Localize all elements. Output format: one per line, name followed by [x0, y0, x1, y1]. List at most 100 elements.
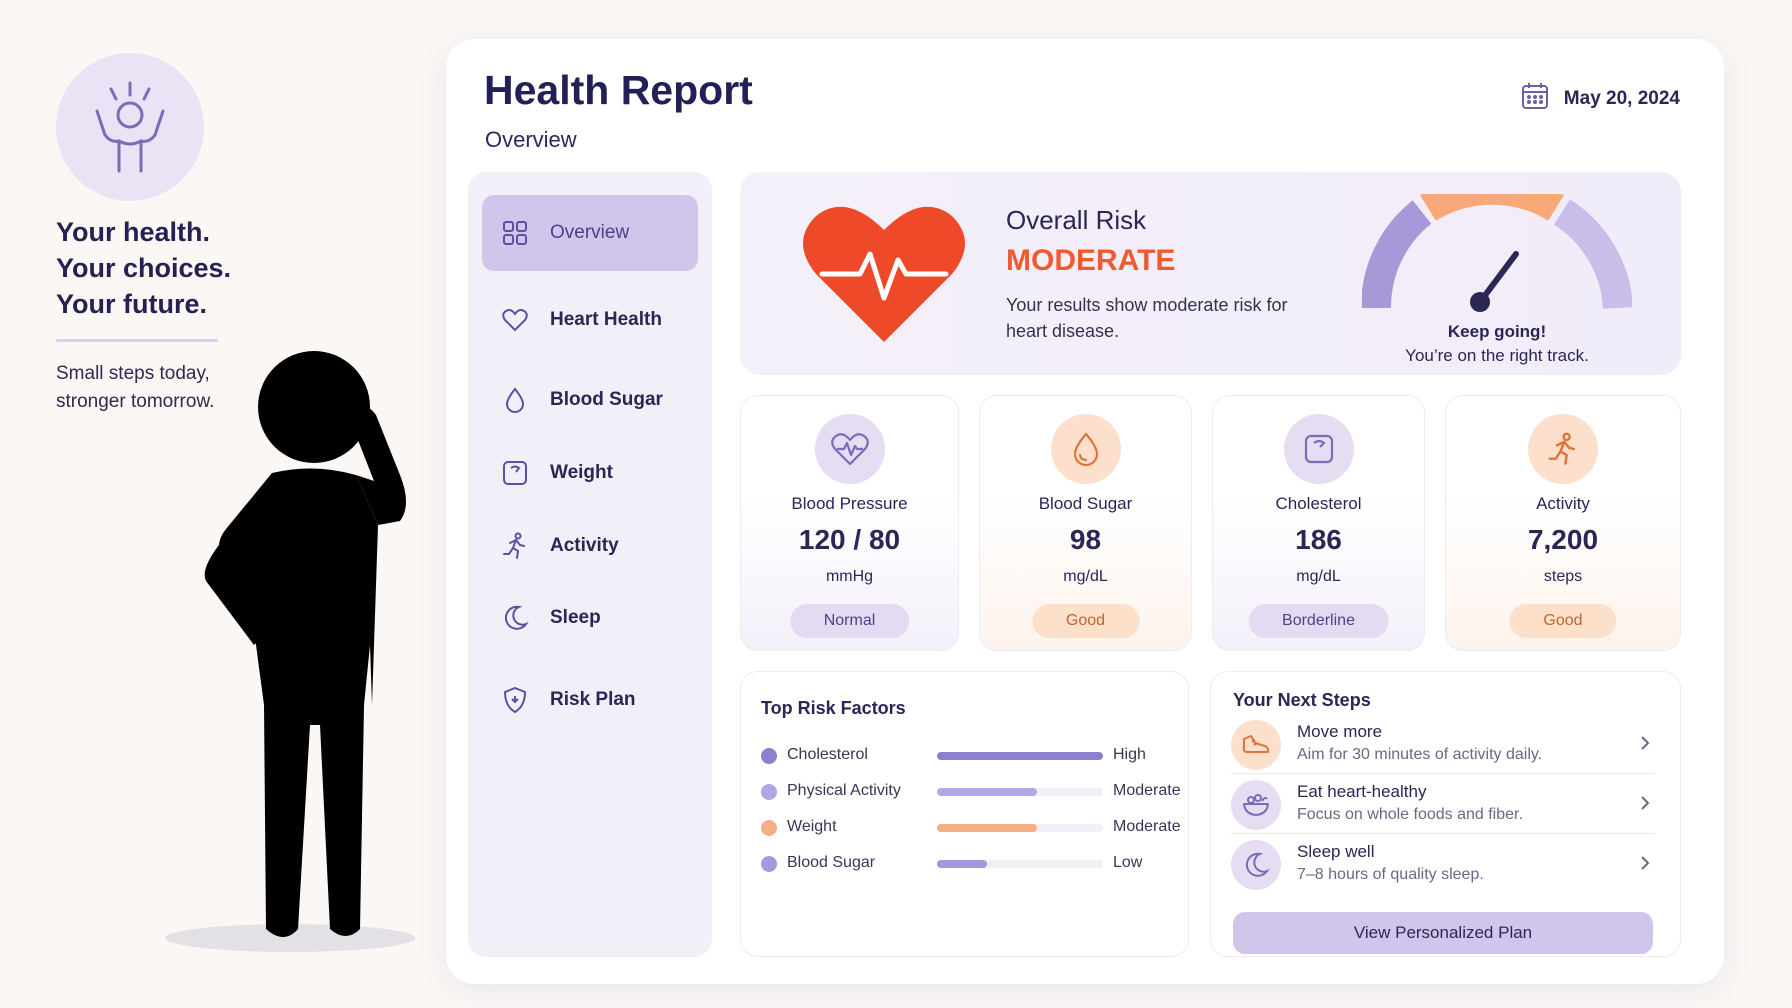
metric-value: 120 / 80	[798, 524, 901, 555]
step-description: 7–8 hours of quality sleep.	[1297, 866, 1484, 883]
sidebar-item-blood-sugar[interactable]: Blood Sugar	[482, 362, 698, 438]
factor-level: High	[1113, 746, 1146, 763]
risk-level: MODERATE	[1006, 244, 1176, 277]
risk-factor-row: Cholesterol High	[761, 744, 1181, 768]
factor-bar-fill	[937, 788, 1037, 796]
metric-label: Cholesterol	[1275, 494, 1362, 513]
drop-icon	[1050, 414, 1121, 484]
shoe-icon	[1231, 720, 1281, 770]
factor-name: Blood Sugar	[787, 854, 876, 871]
risk-factor-row: Weight Moderate	[761, 816, 1181, 840]
risk-gauge	[1362, 194, 1632, 312]
next-steps-panel: Your Next Steps Move more Aim for 30 min…	[1210, 671, 1681, 957]
heart-pulse-icon	[814, 414, 885, 484]
page-title: Health Report	[484, 67, 753, 113]
next-step-move-more[interactable]: Move more Aim for 30 minutes of activity…	[1231, 716, 1655, 774]
sidebar-item-weight[interactable]: Weight	[482, 435, 698, 511]
factor-dot	[761, 820, 777, 836]
risk-description: Your results show moderate risk for hear…	[1006, 295, 1288, 341]
status-badge: Good	[1031, 604, 1140, 638]
factor-bar-track	[937, 788, 1103, 796]
tagline-line: Your future.	[56, 289, 207, 319]
status-badge: Good	[1509, 604, 1617, 638]
tagline-line: Your health.	[56, 217, 211, 247]
risk-factor-row: Blood Sugar Low	[761, 852, 1181, 876]
sidebar-item-overview[interactable]: Overview	[482, 195, 698, 271]
factor-bar-track	[937, 824, 1103, 832]
risk-label: Overall Risk	[1006, 205, 1147, 235]
tagline-line: Your choices.	[56, 253, 232, 283]
sidebar-item-sleep[interactable]: Sleep	[482, 580, 698, 656]
sidebar-item-risk-plan[interactable]: Risk Plan	[482, 662, 698, 738]
calendar-icon	[1520, 81, 1550, 116]
runner-icon	[500, 531, 530, 561]
metric-unit: mg/dL	[1296, 568, 1341, 585]
next-step-eat-heart-healthy[interactable]: Eat heart-healthy Focus on whole foods a…	[1231, 776, 1655, 834]
metric-label: Blood Sugar	[1038, 494, 1133, 513]
moon-icon	[500, 603, 530, 633]
factor-level: Moderate	[1113, 818, 1181, 835]
sidebar-item-label: Risk Plan	[550, 689, 636, 710]
metric-label: Activity	[1536, 494, 1590, 513]
metric-label: Blood Pressure	[791, 494, 908, 513]
step-title: Eat heart-healthy	[1297, 782, 1427, 801]
moon-icon	[1231, 840, 1281, 890]
sidebar-item-label: Overview	[550, 222, 630, 243]
heart-pulse-icon	[802, 202, 966, 349]
date-text: May 20, 2024	[1563, 87, 1680, 109]
status-badge: Normal	[789, 604, 910, 638]
gauge-message: Keep going!	[1447, 322, 1547, 341]
gauge-submessage: You’re on the right track.	[1405, 346, 1589, 365]
chevron-right-icon	[1639, 794, 1651, 817]
heart-icon	[500, 305, 530, 335]
factor-dot	[761, 784, 777, 800]
metric-value: 7,200	[1527, 524, 1599, 555]
health-report-card: Health Report Overview May 20, 2024 O	[446, 39, 1724, 984]
metric-card-cholesterol[interactable]: Cholesterol 186 mg/dL Borderline	[1212, 395, 1425, 651]
chevron-right-icon	[1639, 734, 1651, 757]
status-badge: Borderline	[1248, 604, 1389, 638]
thinking-person-illustration	[165, 351, 415, 952]
factor-bar-fill	[937, 860, 987, 868]
next-step-sleep-well[interactable]: Sleep well 7–8 hours of quality sleep.	[1231, 836, 1655, 894]
metric-value: 186	[1295, 524, 1342, 555]
bowl-icon	[1231, 780, 1281, 830]
metric-card-blood-pressure[interactable]: Blood Pressure 120 / 80 mmHg Normal	[740, 395, 959, 651]
scale-icon	[1283, 414, 1354, 484]
sidebar-item-label: Heart Health	[550, 309, 662, 330]
sidebar-item-heart-health[interactable]: Heart Health	[482, 282, 698, 358]
metric-value: 98	[1069, 524, 1102, 555]
step-description: Focus on whole foods and fiber.	[1297, 806, 1523, 823]
factor-bar-track	[937, 860, 1103, 868]
overall-risk-banner: Overall Risk MODERATE Your results show …	[740, 172, 1681, 375]
metric-card-blood-sugar[interactable]: Blood Sugar 98 mg/dL Good	[979, 395, 1192, 651]
factor-dot	[761, 748, 777, 764]
cheering-person-icon	[56, 53, 204, 201]
metric-unit: mmHg	[825, 568, 874, 585]
risk-factor-row: Physical Activity Moderate	[761, 780, 1181, 804]
metric-card-activity[interactable]: Activity 7,200 steps Good	[1445, 395, 1681, 651]
drop-icon	[500, 385, 530, 415]
factor-name: Cholesterol	[787, 746, 868, 763]
promo-divider	[56, 339, 218, 342]
view-personalized-plan-button[interactable]: View Personalized Plan	[1233, 912, 1653, 954]
runner-icon	[1528, 414, 1598, 484]
step-description: Aim for 30 minutes of activity daily.	[1297, 746, 1543, 763]
sidebar-nav: Overview Heart Health Blood Sugar	[468, 172, 712, 957]
page-subtitle: Overview	[485, 127, 577, 152]
report-date: May 20, 2024	[1520, 81, 1680, 116]
factor-bar-track	[937, 752, 1103, 760]
promo-tagline: Your health. Your choices. Your future.	[56, 214, 231, 322]
shield-icon	[500, 685, 530, 715]
metric-unit: mg/dL	[1063, 568, 1108, 585]
chevron-right-icon	[1639, 854, 1651, 877]
promo-subtext: Small steps today, stronger tomorrow.	[56, 360, 214, 416]
subtext-line: Small steps today,	[56, 363, 210, 384]
sidebar-item-activity[interactable]: Activity	[482, 508, 698, 584]
subtext-line: stronger tomorrow.	[56, 391, 215, 412]
factor-name: Physical Activity	[787, 782, 901, 799]
factor-dot	[761, 856, 777, 872]
sidebar-item-label: Sleep	[550, 607, 601, 628]
top-risk-factors-panel: Top Risk Factors Cholesterol High Physic…	[740, 671, 1189, 957]
factor-bar-fill	[937, 824, 1037, 832]
